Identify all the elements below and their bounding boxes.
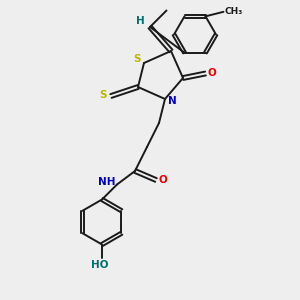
Text: NH: NH — [98, 177, 115, 187]
Text: H: H — [136, 16, 145, 26]
Text: N: N — [168, 95, 177, 106]
Text: O: O — [158, 175, 167, 185]
Text: S: S — [134, 54, 141, 64]
Text: CH₃: CH₃ — [225, 7, 243, 16]
Text: HO: HO — [91, 260, 108, 270]
Text: S: S — [99, 89, 106, 100]
Text: O: O — [208, 68, 217, 79]
